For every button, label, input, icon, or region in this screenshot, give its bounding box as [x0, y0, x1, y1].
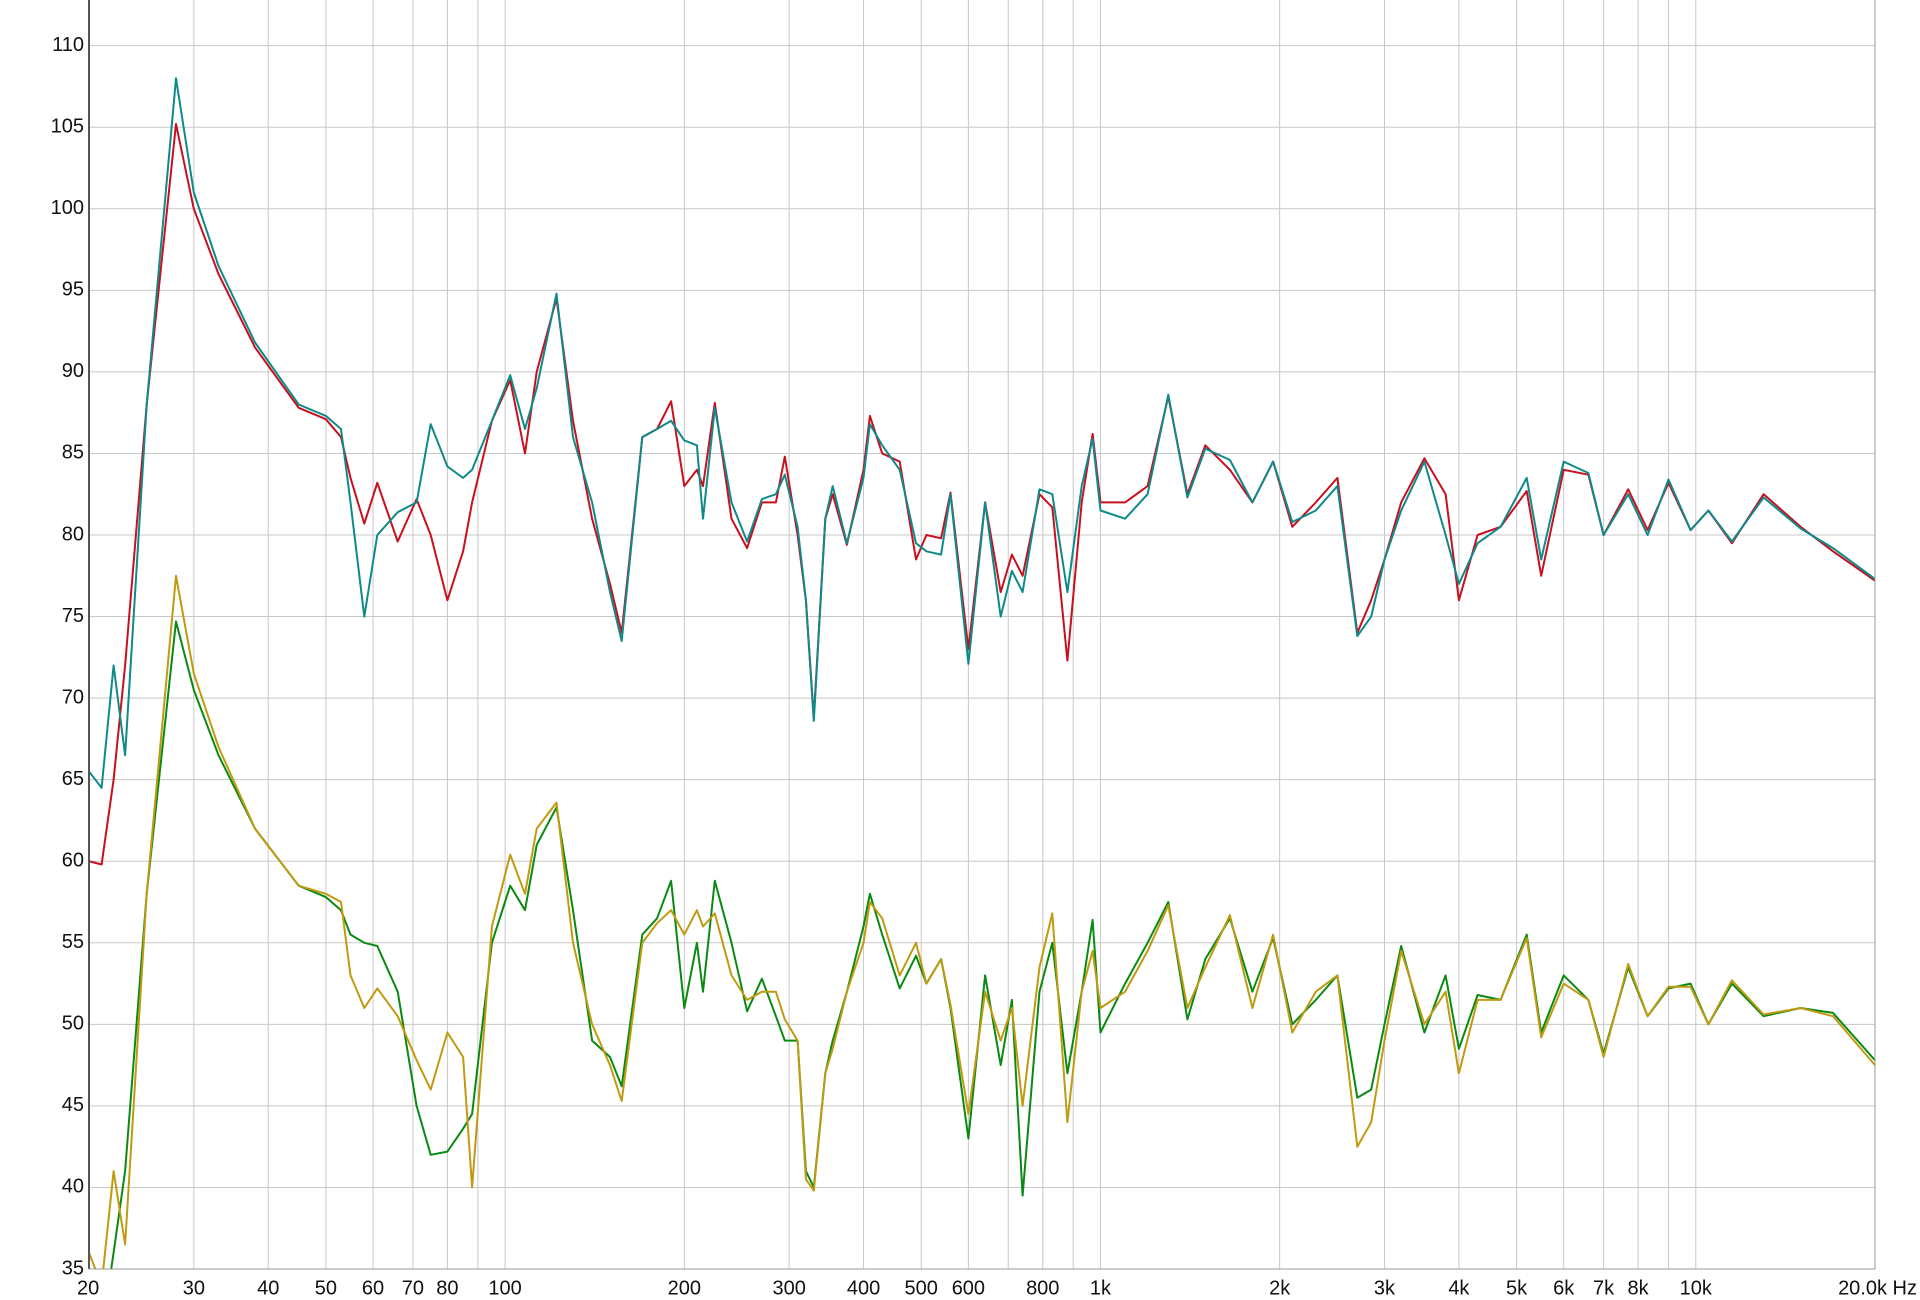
y-tick-label: 50 — [62, 1013, 84, 1035]
x-tick-label: 3k — [1374, 1277, 1396, 1299]
x-tick-label: 80 — [436, 1277, 458, 1299]
x-tick-label: 6k — [1553, 1277, 1575, 1299]
x-tick-label: 1k — [1090, 1277, 1112, 1299]
x-tick-label: 8k — [1628, 1277, 1650, 1299]
x-tick-label: 40 — [257, 1277, 279, 1299]
labels: 35 40 45 50 55 60 65 70 75 80 85 90 95 100 105 110 20 30 4… — [51, 34, 1917, 1299]
y-tick-label: 65 — [62, 768, 84, 790]
x-tick-label: 10k — [1680, 1277, 1713, 1299]
x-tick-label: 7k — [1593, 1277, 1615, 1299]
x-tick-label: 100 — [488, 1277, 521, 1299]
y-tick-label: 105 — [51, 116, 84, 138]
x-tick-label: 60 — [362, 1277, 384, 1299]
lines — [89, 77, 1875, 1269]
x-tick-label: 2k — [1269, 1277, 1291, 1299]
y-tick-label: 80 — [62, 523, 84, 545]
grid — [88, 0, 1876, 1270]
series-line — [89, 574, 1875, 1269]
y-tick-label: 85 — [62, 442, 84, 464]
x-tick-label: 50 — [315, 1277, 337, 1299]
y-tick-label: 75 — [62, 605, 84, 627]
x-tick-label: 20.0k Hz — [1838, 1277, 1917, 1299]
y-tick-label: 95 — [62, 279, 84, 301]
y-tick-label: 35 — [62, 1257, 84, 1279]
y-tick-label: 55 — [62, 931, 84, 953]
x-tick-label: 800 — [1026, 1277, 1059, 1299]
x-tick-label: 400 — [847, 1277, 880, 1299]
y-tick-label: 90 — [62, 360, 84, 382]
x-tick-label: 30 — [183, 1277, 205, 1299]
x-tick-label: 300 — [772, 1277, 805, 1299]
plot-area — [89, 0, 1875, 1269]
x-tick-label: 70 — [402, 1277, 424, 1299]
x-tick-label: 200 — [668, 1277, 701, 1299]
y-tick-label: 110 — [52, 34, 84, 56]
x-tick-label: 5k — [1506, 1277, 1528, 1299]
series-line — [110, 620, 1875, 1269]
y-tick-label: 45 — [62, 1094, 84, 1116]
x-tick-label: 4k — [1448, 1277, 1470, 1299]
series-line — [89, 77, 1875, 789]
x-tick-label: 500 — [905, 1277, 938, 1299]
y-tick-label: 70 — [62, 686, 84, 708]
y-tick-label: 40 — [62, 1176, 84, 1198]
y-tick-label: 60 — [62, 850, 84, 872]
x-tick-label: 20 — [77, 1277, 99, 1299]
x-tick-label: 600 — [952, 1277, 985, 1299]
y-tick-label: 100 — [51, 197, 84, 219]
